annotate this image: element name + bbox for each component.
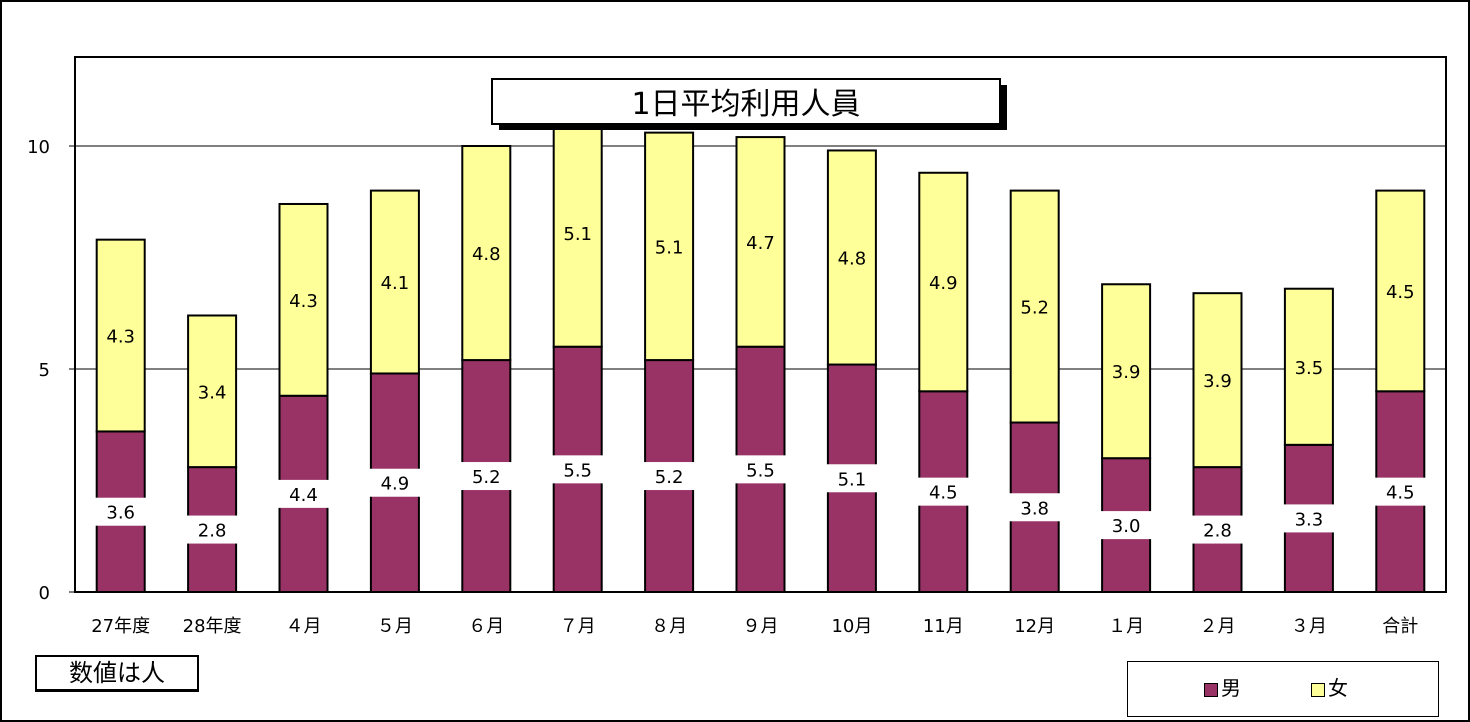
category-label: 11月 (923, 616, 964, 637)
data-label-bg-male (183, 515, 241, 544)
category-label: 28年度 (183, 616, 242, 637)
bar-female (918, 171, 969, 393)
data-label-male: 4.5 (1386, 483, 1415, 504)
data-label-male: 5.2 (655, 467, 684, 488)
data-label-male: 4.4 (289, 485, 318, 506)
bar-female (1375, 189, 1426, 393)
data-label-male: 3.0 (1112, 516, 1141, 537)
data-label-male: 5.1 (838, 469, 867, 490)
category-label: ５月 (377, 616, 413, 637)
data-label-male: 3.6 (106, 503, 135, 524)
data-label-bg-male (640, 462, 698, 491)
data-label-male: 2.8 (198, 521, 227, 542)
data-label-female: 4.1 (381, 273, 410, 294)
data-label-bg-male (732, 455, 789, 484)
bar-female (552, 118, 603, 348)
data-label-female: 3.4 (198, 382, 227, 403)
legend-item-female: 女 (1311, 676, 1348, 700)
data-label-male: 2.8 (1203, 521, 1232, 542)
y-tick-label: 5 (39, 360, 50, 381)
data-label-female: 4.8 (838, 249, 867, 270)
legend-swatch-female (1311, 682, 1325, 697)
bar-female (735, 136, 786, 348)
data-label-bg-male (366, 468, 424, 497)
data-label-female: 5.1 (563, 224, 592, 245)
data-label-male: 4.5 (929, 483, 958, 504)
bar-female (1009, 189, 1060, 424)
data-label-male: 5.5 (746, 460, 775, 481)
category-label: ９月 (743, 616, 779, 637)
unit-note: 数値は人 (35, 655, 199, 692)
bar-female (278, 202, 329, 397)
data-label-male: 3.8 (1020, 498, 1049, 519)
category-label: ８月 (651, 616, 687, 637)
data-label-female: 3.5 (1295, 358, 1324, 379)
category-label: １月 (1108, 616, 1144, 637)
legend-label-female: 女 (1328, 676, 1348, 700)
data-label-bg-male (1097, 511, 1155, 540)
category-label: ３月 (1291, 616, 1327, 637)
bar-female (1101, 283, 1152, 460)
data-label-female: 4.3 (289, 291, 318, 312)
legend: 男 女 (1127, 661, 1439, 717)
bar-female (1283, 287, 1334, 446)
data-label-female: 3.9 (1112, 362, 1141, 383)
bar-female (826, 149, 877, 366)
data-label-bg-male (1189, 515, 1246, 544)
data-label-male: 3.3 (1295, 509, 1324, 530)
bar-female (1192, 292, 1243, 469)
legend-label-male: 男 (1221, 676, 1241, 700)
title-box (491, 78, 1001, 125)
data-label-bg-male (1280, 504, 1338, 533)
category-label: 合計 (1382, 616, 1418, 637)
data-label-bg-male (92, 497, 150, 526)
bar-female (187, 314, 238, 469)
y-tick-label: 10 (27, 137, 50, 158)
data-label-female: 5.2 (1020, 298, 1049, 319)
data-label-male: 5.5 (563, 460, 592, 481)
data-label-bg-male (914, 477, 972, 506)
data-label-bg-male (1006, 493, 1064, 522)
bar-female (644, 131, 695, 362)
y-tick-label: 0 (39, 583, 50, 604)
data-label-bg-male (549, 455, 607, 484)
legend-swatch-male (1204, 682, 1218, 697)
data-label-female: 4.5 (1386, 282, 1415, 303)
data-label-bg-male (1371, 477, 1429, 506)
bar-female (95, 238, 146, 433)
category-label: ６月 (468, 616, 504, 637)
data-label-bg-male (823, 464, 881, 493)
data-label-female: 4.7 (746, 233, 775, 254)
category-label: 27年度 (91, 616, 150, 637)
data-label-female: 4.8 (472, 244, 501, 265)
data-label-female: 5.1 (655, 237, 684, 258)
data-label-bg-male (275, 479, 332, 508)
bar-female (461, 145, 512, 362)
data-label-bg-male (457, 462, 515, 491)
category-label: ２月 (1200, 616, 1236, 637)
category-label: ７月 (560, 616, 596, 637)
data-label-male: 5.2 (472, 467, 501, 488)
category-label: 10月 (831, 616, 872, 637)
data-label-female: 4.9 (929, 273, 958, 294)
chart-title: 1日平均利用人員 (631, 87, 860, 122)
bar-female (369, 189, 420, 375)
category-label: 12月 (1014, 616, 1055, 637)
category-label: ４月 (286, 616, 322, 637)
legend-item-male: 男 (1204, 676, 1241, 700)
data-label-female: 4.3 (106, 327, 135, 348)
data-label-male: 4.9 (381, 474, 410, 495)
data-label-female: 3.9 (1203, 371, 1232, 392)
